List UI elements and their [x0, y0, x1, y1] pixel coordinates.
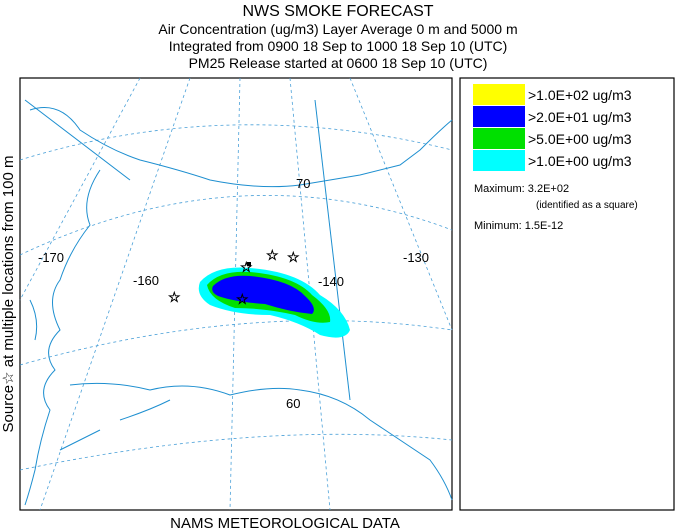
- legend-swatch: [473, 106, 525, 127]
- sources: ☆ ☆ ☆ ☆ ☆: [168, 247, 300, 308]
- source-star: ☆: [168, 289, 181, 305]
- maximum-note: (identified as a square): [536, 200, 638, 211]
- minimum: Minimum: 1.5E-12: [474, 220, 563, 232]
- map: ☆ ☆ ☆ ☆ ☆ -170 -160 -140 -130 70 60: [19, 77, 453, 511]
- title: NWS SMOKE FORECAST: [242, 3, 433, 20]
- legend-swatch: [473, 150, 525, 171]
- lon-label: -140: [318, 274, 344, 289]
- legend-label: >5.0E+00 ug/m3: [528, 131, 632, 147]
- legend-label: >1.0E+00 ug/m3: [528, 153, 632, 169]
- subtitle: Integrated from 0900 18 Sep to 1000 18 S…: [169, 38, 508, 54]
- legend-swatch: [473, 128, 525, 149]
- coastline: [24, 99, 453, 506]
- lat-label: 60: [286, 396, 300, 411]
- maximum-square: [247, 262, 251, 266]
- subtitle: Air Concentration (ug/m3) Layer Average …: [158, 21, 517, 37]
- plume-contour: [212, 275, 314, 314]
- lon-label: -130: [403, 250, 429, 265]
- lon-label: -160: [133, 273, 159, 288]
- source-star: ☆: [240, 259, 253, 275]
- lon-label: -170: [38, 250, 64, 265]
- legend-label: >1.0E+02 ug/m3: [528, 87, 632, 103]
- graticule: [19, 77, 453, 511]
- source-star: ☆: [287, 249, 300, 265]
- legend-swatch: [473, 84, 525, 105]
- legend: >1.0E+02 ug/m3 >2.0E+01 ug/m3 >5.0E+00 ug/…: [459, 77, 675, 511]
- maximum: Maximum: 3.2E+02: [474, 183, 569, 195]
- map-labels: -170 -160 -140 -130 70 60: [38, 176, 429, 411]
- legend-label: >2.0E+01 ug/m3: [528, 109, 632, 125]
- source-star: ☆: [266, 247, 279, 263]
- subtitle: PM25 Release started at 0600 18 Sep 10 (…: [189, 55, 488, 71]
- lat-label: 70: [296, 176, 310, 191]
- plume: [198, 262, 350, 338]
- side-label: Source☆ at multiple locations from 100 m: [0, 156, 17, 433]
- source-star: ☆: [236, 291, 249, 307]
- footer: NAMS METEOROLOGICAL DATA: [170, 515, 400, 532]
